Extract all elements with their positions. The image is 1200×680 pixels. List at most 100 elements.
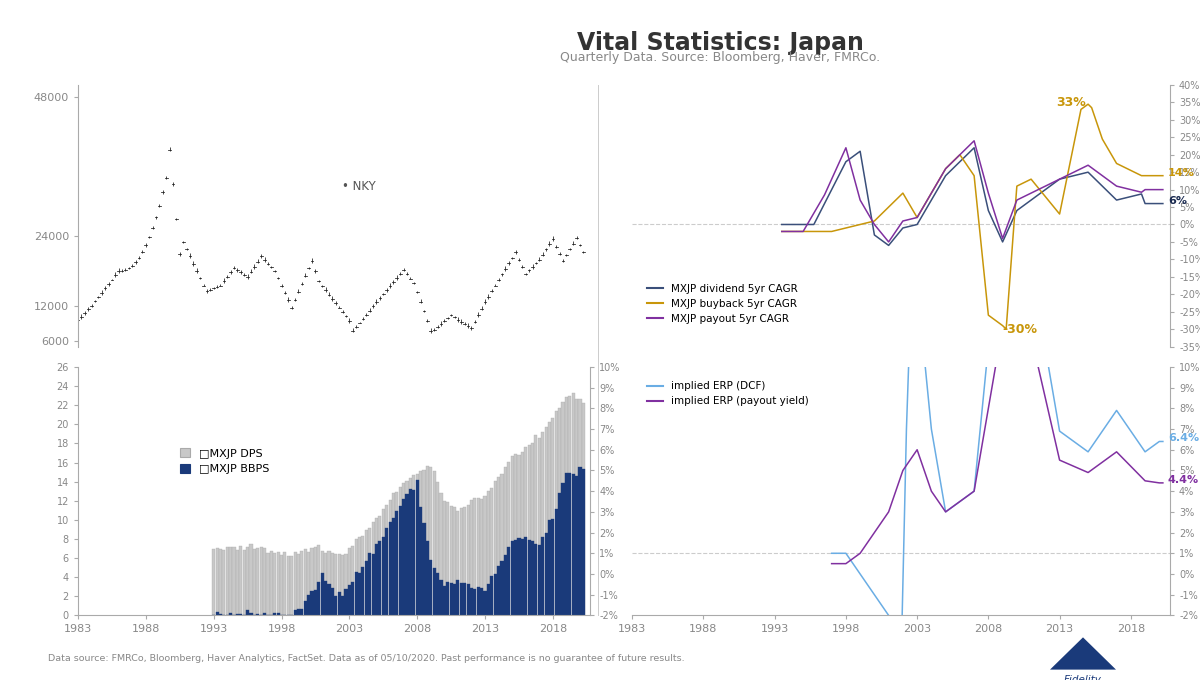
Bar — [361, 536, 365, 615]
Bar — [335, 554, 337, 615]
Bar — [352, 583, 354, 615]
Bar — [409, 489, 412, 615]
Bar — [524, 537, 527, 615]
Text: Data source: FMRCo, Bloomberg, Haver Analytics, FactSet. Data as of 05/10/2020. : Data source: FMRCo, Bloomberg, Haver Ana… — [48, 654, 685, 663]
Bar — [511, 456, 514, 615]
Bar — [480, 588, 484, 615]
Bar — [246, 611, 250, 615]
Bar — [430, 466, 432, 615]
Text: -30%: -30% — [1002, 323, 1037, 337]
Bar — [476, 498, 480, 615]
Bar — [571, 474, 575, 615]
Text: 14%: 14% — [1168, 168, 1195, 177]
Bar — [446, 583, 449, 615]
Bar — [296, 554, 300, 615]
Bar — [528, 541, 530, 615]
Bar — [491, 576, 493, 615]
Bar — [569, 396, 571, 615]
Bar — [337, 554, 341, 615]
Bar — [473, 589, 476, 615]
Bar — [354, 539, 358, 615]
Bar — [476, 588, 480, 615]
Bar — [246, 547, 250, 615]
Bar — [229, 613, 233, 615]
Bar — [551, 418, 554, 615]
Bar — [311, 548, 313, 615]
Bar — [372, 554, 374, 615]
Bar — [452, 584, 456, 615]
Bar — [348, 548, 350, 615]
Bar — [341, 596, 344, 615]
Bar — [460, 583, 463, 615]
Bar — [382, 537, 385, 615]
Bar — [250, 613, 252, 615]
Text: 6.4%: 6.4% — [1168, 433, 1199, 443]
Legend: implied ERP (DCF), implied ERP (payout yield): implied ERP (DCF), implied ERP (payout y… — [643, 377, 812, 411]
Bar — [263, 613, 266, 615]
Bar — [402, 483, 406, 615]
Bar — [541, 537, 545, 615]
Bar — [565, 473, 568, 615]
Bar — [307, 595, 311, 615]
Bar — [500, 474, 504, 615]
Bar — [450, 506, 452, 615]
Bar — [548, 422, 551, 615]
Bar — [324, 553, 328, 615]
Bar — [419, 507, 422, 615]
Bar — [344, 554, 348, 615]
Bar — [413, 475, 415, 615]
Bar — [324, 581, 328, 615]
Bar — [460, 509, 463, 615]
Bar — [538, 545, 541, 615]
Bar — [419, 471, 422, 615]
Bar — [352, 546, 354, 615]
Bar — [463, 507, 467, 615]
Bar — [335, 596, 337, 615]
Text: Quarterly Data. Source: Bloomberg, Haver, FMRCo.: Quarterly Data. Source: Bloomberg, Haver… — [560, 51, 880, 64]
Bar — [565, 397, 568, 615]
Bar — [528, 445, 530, 615]
Bar — [582, 403, 584, 615]
Bar — [389, 500, 391, 615]
Bar — [473, 498, 476, 615]
Bar — [446, 502, 449, 615]
Bar — [218, 614, 222, 615]
Bar — [413, 490, 415, 615]
Bar — [439, 580, 443, 615]
Bar — [395, 511, 398, 615]
Bar — [545, 427, 547, 615]
Bar — [450, 583, 452, 615]
Bar — [534, 435, 538, 615]
Bar — [406, 494, 408, 615]
Bar — [270, 551, 272, 615]
Bar — [361, 566, 365, 615]
Bar — [294, 610, 296, 615]
Bar — [487, 584, 490, 615]
Bar — [439, 492, 443, 615]
Bar — [578, 467, 582, 615]
Bar — [368, 554, 371, 615]
Legend: □MXJP DPS, □MXJP BBPS: □MXJP DPS, □MXJP BBPS — [175, 444, 274, 479]
Bar — [530, 443, 534, 615]
Bar — [385, 528, 389, 615]
Bar — [311, 591, 313, 615]
Bar — [300, 551, 304, 615]
Bar — [433, 471, 436, 615]
Bar — [398, 505, 402, 615]
Bar — [470, 588, 473, 615]
Bar — [497, 566, 500, 615]
Bar — [365, 530, 368, 615]
Bar — [389, 522, 391, 615]
Bar — [456, 511, 460, 615]
Bar — [402, 498, 406, 615]
Bar — [358, 537, 361, 615]
Bar — [422, 523, 426, 615]
Bar — [304, 549, 307, 615]
Bar — [415, 473, 419, 615]
Bar — [239, 545, 242, 615]
Bar — [233, 547, 235, 615]
Bar — [395, 492, 398, 615]
Bar — [493, 481, 497, 615]
Bar — [290, 556, 293, 615]
Bar — [443, 586, 446, 615]
